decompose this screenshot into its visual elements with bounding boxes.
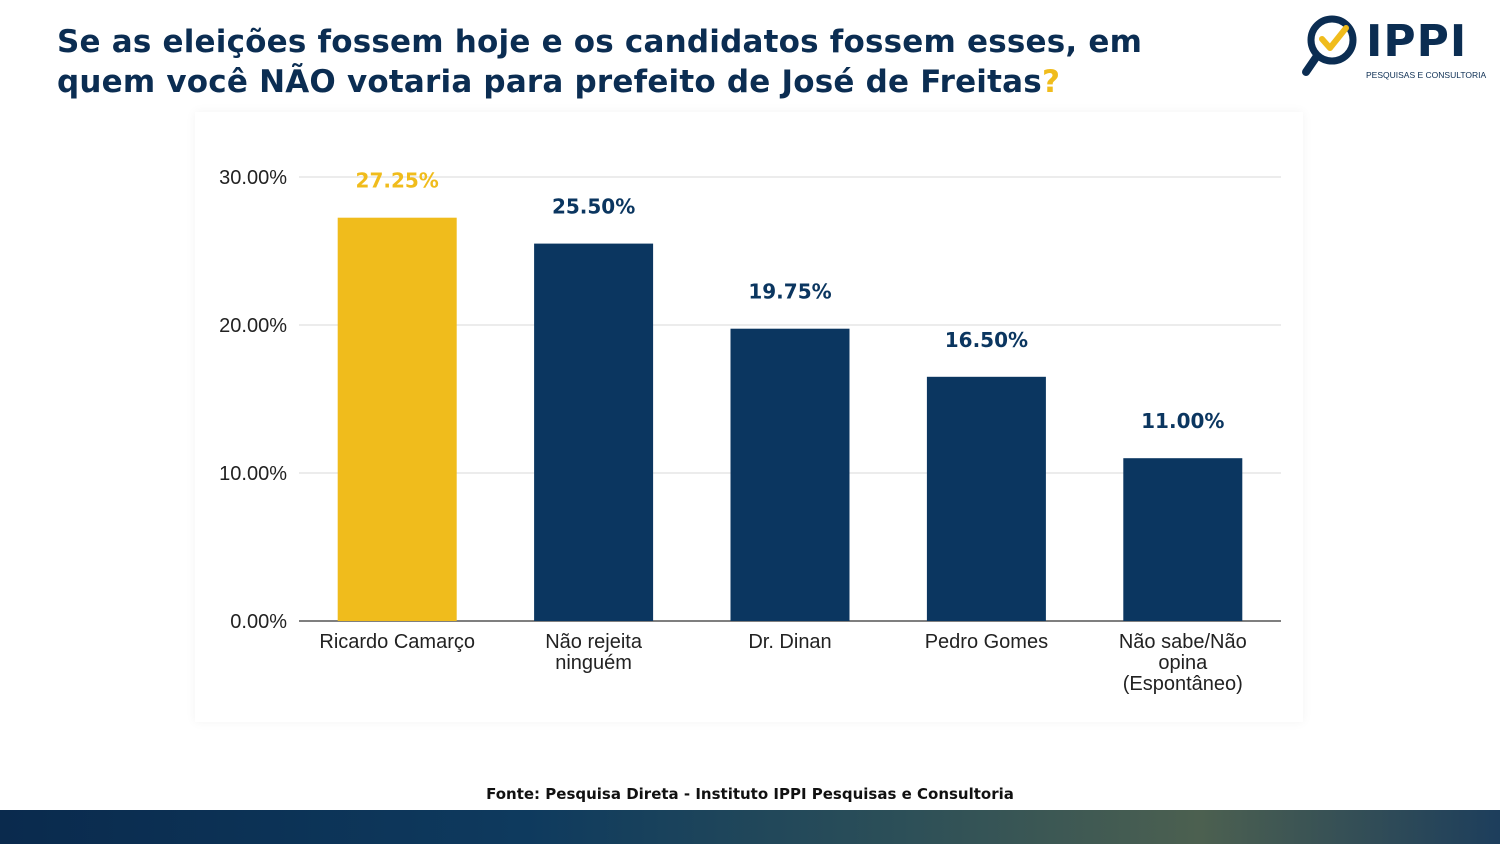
- x-tick-label: Pedro Gomes: [925, 631, 1048, 653]
- bar: [926, 376, 1046, 621]
- x-tick-label: Não sabe/Não: [1119, 631, 1247, 653]
- page-title: Se as eleições fossem hoje e os candidat…: [57, 22, 1207, 102]
- magnifier-check-icon: [1302, 15, 1357, 76]
- x-tick-label: Dr. Dinan: [748, 631, 831, 653]
- bar: [1123, 458, 1243, 621]
- data-label: 11.00%: [1141, 409, 1224, 433]
- bar: [337, 217, 457, 621]
- y-tick-label: 30.00%: [219, 167, 287, 189]
- bar: [730, 328, 850, 621]
- data-label: 16.50%: [945, 328, 1028, 352]
- data-label: 19.75%: [748, 280, 831, 304]
- title-text: Se as eleições fossem hoje e os candidat…: [57, 24, 1143, 100]
- x-tick-label: Não rejeita: [545, 631, 643, 653]
- y-tick-label: 10.00%: [219, 463, 287, 485]
- y-tick-label: 0.00%: [230, 611, 287, 633]
- y-tick-label: 20.00%: [219, 315, 287, 337]
- data-label: 25.50%: [552, 195, 635, 219]
- logo-subtitle: PESQUISAS E CONSULTORIA: [1366, 70, 1487, 80]
- x-tick-label: Ricardo Camarço: [319, 631, 475, 653]
- x-tick-label: ninguém: [555, 652, 632, 674]
- chart-panel: 0.00% 10.00% 20.00% 30.00% 27.25% Ricardo Cam…: [195, 112, 1303, 722]
- footer-bar: [0, 810, 1500, 844]
- title-question-mark: ?: [1041, 64, 1061, 100]
- ippi-logo: IPPI PESQUISAS E CONSULTORIA: [1300, 12, 1486, 86]
- logo-name: IPPI: [1366, 16, 1468, 67]
- x-tick-label: opina: [1158, 652, 1208, 674]
- x-tick-label: (Espontâneo): [1123, 673, 1243, 695]
- bar-chart: 0.00% 10.00% 20.00% 30.00% 27.25% Ricardo Cam…: [219, 167, 1281, 695]
- data-label: 27.25%: [356, 169, 439, 193]
- source-note: Fonte: Pesquisa Direta - Instituto IPPI …: [486, 785, 1014, 803]
- bar: [534, 243, 654, 621]
